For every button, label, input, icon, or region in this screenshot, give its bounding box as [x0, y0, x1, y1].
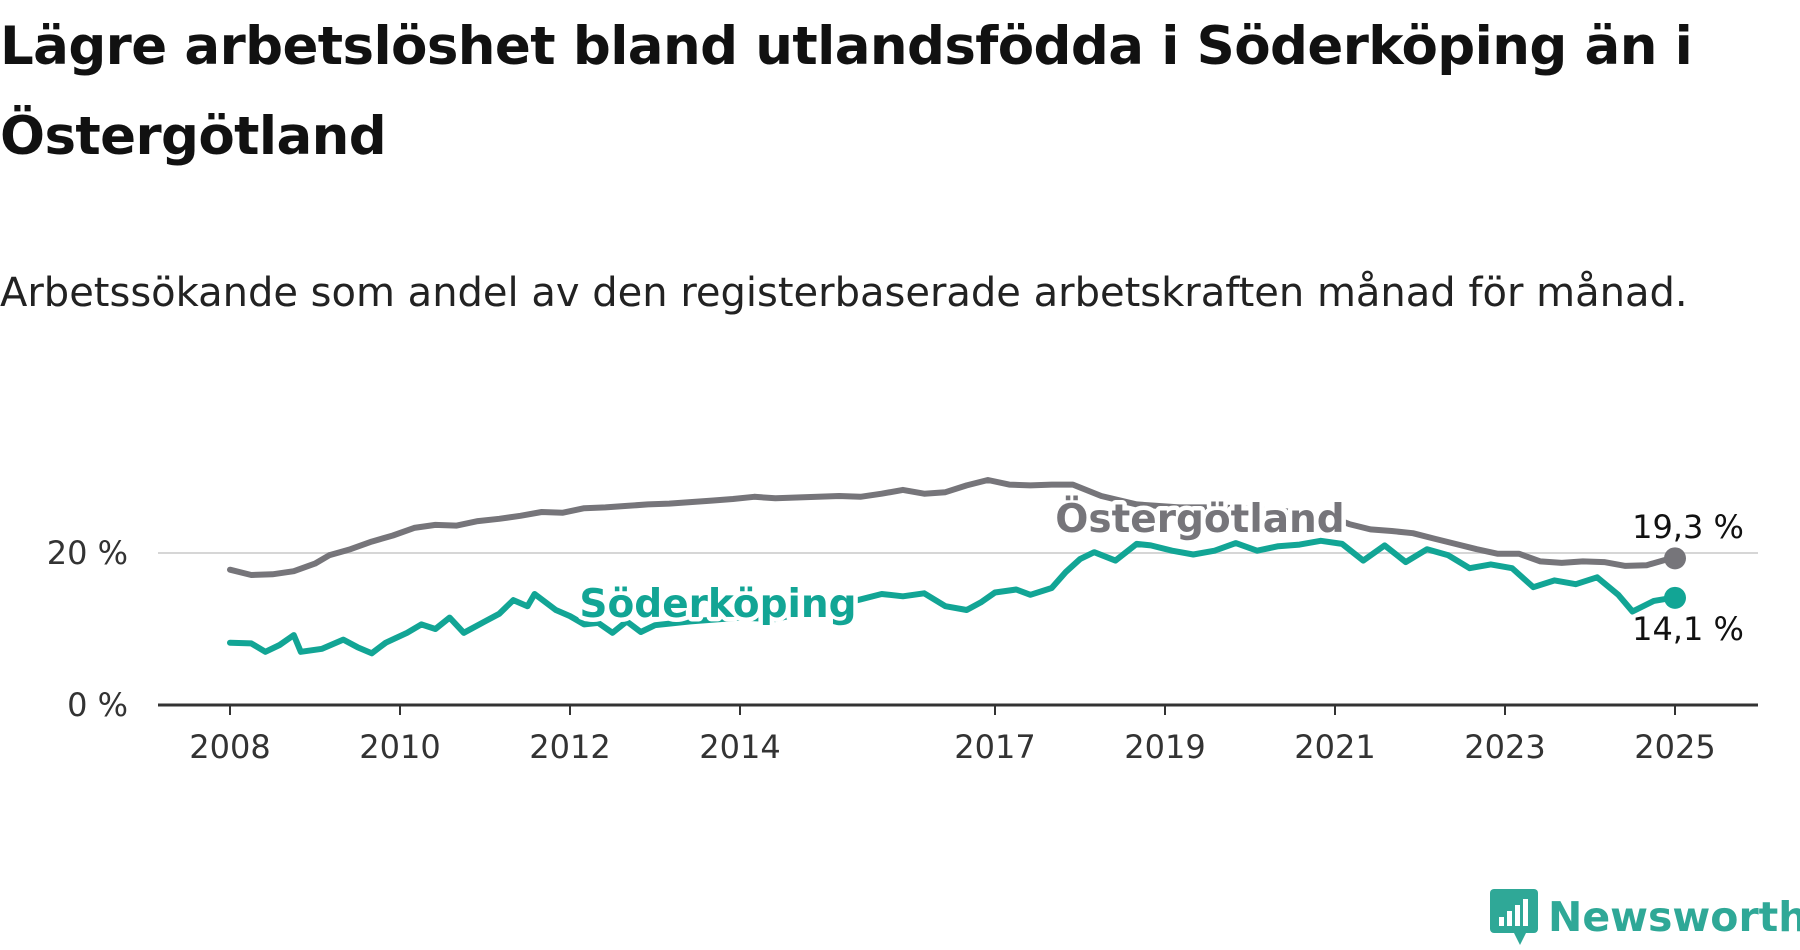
y-axis: 0 % 20 %	[47, 534, 128, 724]
x-tick-label: 2012	[529, 728, 610, 766]
series-line-ostergotland	[227, 477, 1678, 578]
chart-subtitle: Arbetssökande som andel av den registerb…	[0, 270, 1688, 316]
brand-name: Newsworthy	[1548, 893, 1800, 941]
series-label-halo-soderkoping: Söderköping	[579, 582, 856, 627]
newsworthy-logo: Newsworthy	[1490, 884, 1800, 950]
y-tick-label: 0 %	[67, 686, 128, 724]
x-tick-label: 2008	[189, 728, 270, 766]
series-line-soderkoping	[227, 537, 1678, 657]
series-label-halo-ostergotland: Östergötland	[1055, 495, 1344, 542]
y-tick-label: 20 %	[47, 534, 128, 572]
series-label-ostergotland: Östergötland	[1055, 495, 1344, 542]
series-label-soderkoping: Söderköping	[579, 582, 856, 627]
end-label-halo-ostergotland: 19,3 %	[1632, 508, 1744, 546]
x-tick-label: 2021	[1294, 728, 1375, 766]
bar-chart-icon	[1490, 889, 1538, 945]
x-tick-label: 2014	[699, 728, 780, 766]
end-point-soderkoping	[1664, 586, 1686, 609]
end-point-ostergotland	[1664, 547, 1686, 570]
x-tick-label: 2019	[1124, 728, 1205, 766]
x-tick-label: 2010	[359, 728, 440, 766]
x-tick-label: 2025	[1634, 728, 1715, 766]
chart-title: Lägre arbetslöshet bland utlandsfödda i …	[0, 16, 1693, 167]
x-axis: 2008 2010 2012 2014 2017 2019 2021 2023 2025	[189, 705, 1716, 766]
series-lines	[227, 477, 1686, 657]
end-label-ostergotland: 19,3 %	[1632, 508, 1744, 546]
x-tick-label: 2023	[1464, 728, 1545, 766]
end-label-soderkoping: 14,1 %	[1632, 610, 1744, 648]
x-tick-label: 2017	[954, 728, 1035, 766]
end-label-halo-soderkoping: 14,1 %	[1632, 610, 1744, 648]
